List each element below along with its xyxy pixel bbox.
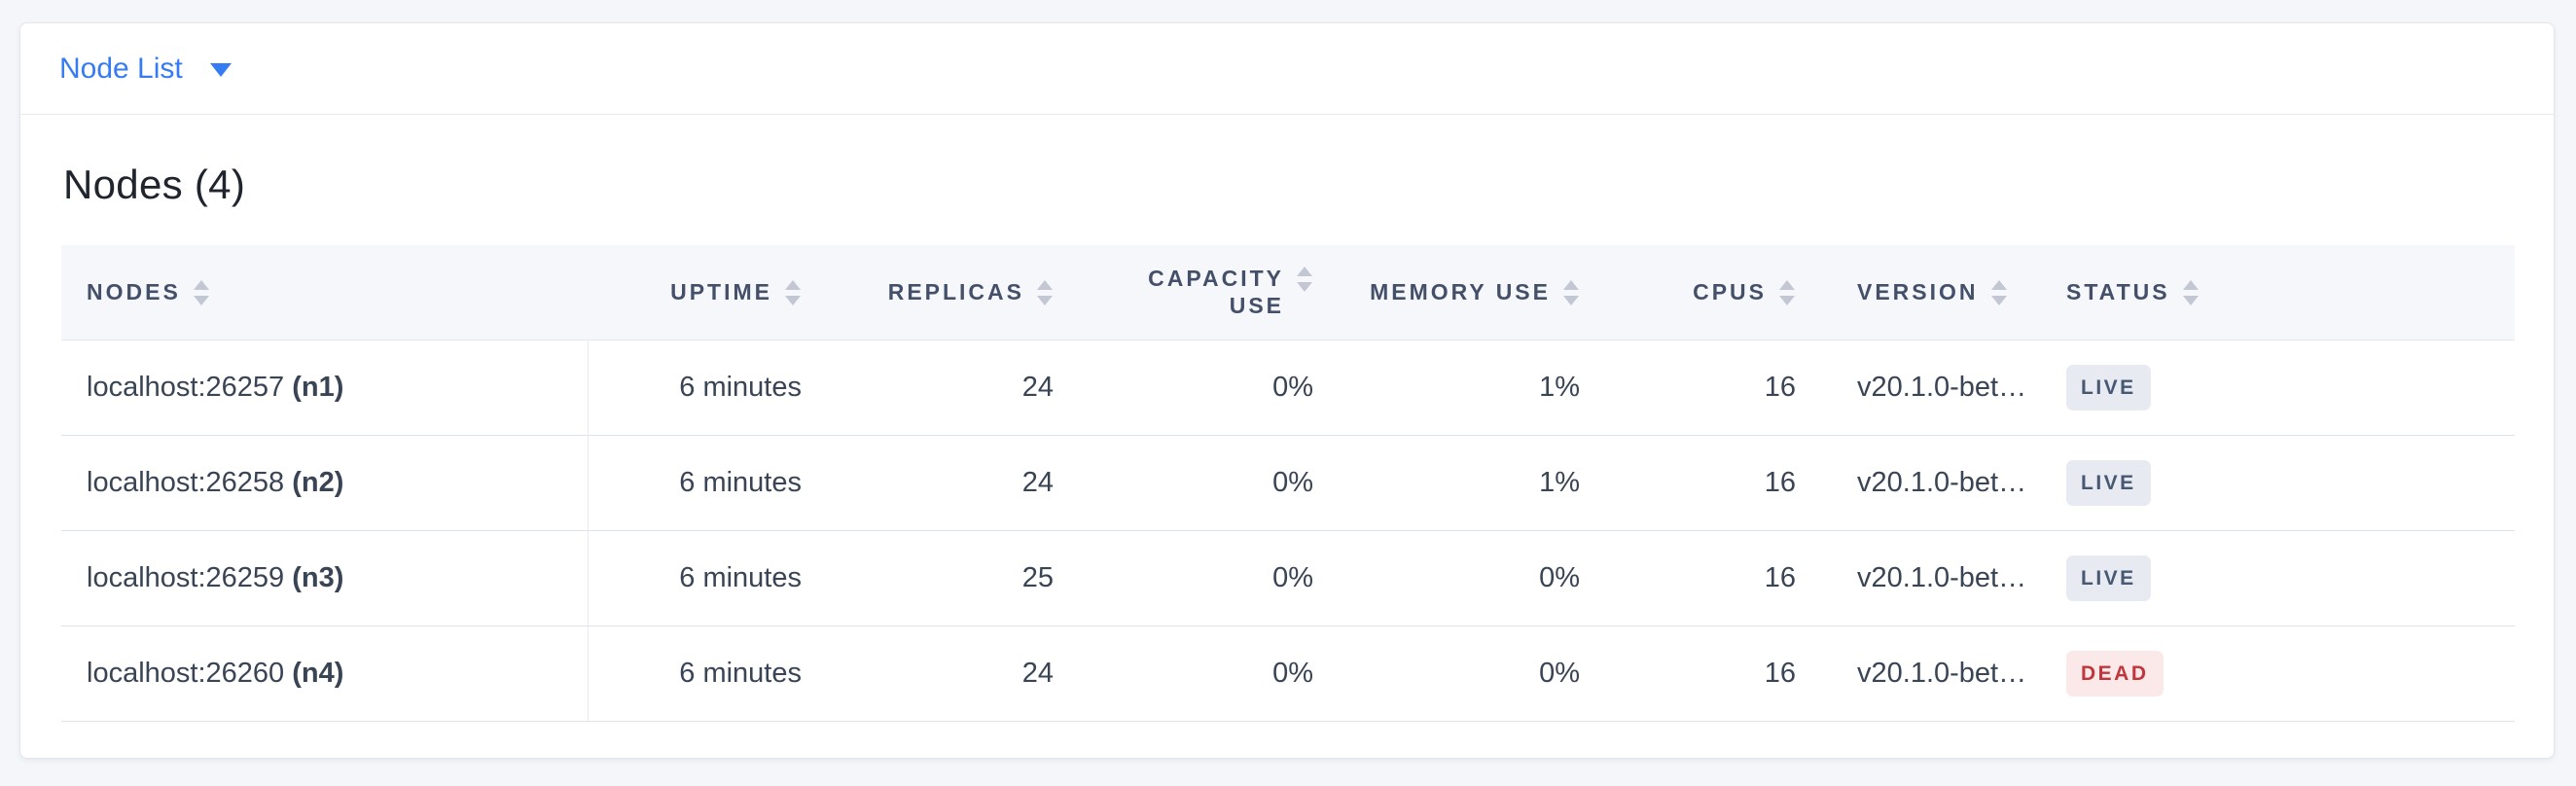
column-label-uptime: UPTIME bbox=[670, 278, 772, 304]
column-header-nodes[interactable]: NODES bbox=[61, 245, 588, 340]
view-toolbar: Node List bbox=[20, 23, 2554, 115]
cell-replicas: 24 bbox=[847, 339, 1095, 436]
node-id: (n2) bbox=[292, 466, 344, 498]
status-badge: LIVE bbox=[2066, 459, 2151, 506]
cell-replicas: 24 bbox=[847, 435, 1095, 531]
sort-arrows-icon bbox=[785, 279, 801, 305]
cell-status: LIVE bbox=[2034, 435, 2515, 531]
column-label-cpus: CPUS bbox=[1693, 278, 1767, 304]
cell-node-address: localhost:26259 (n3) bbox=[61, 530, 589, 626]
cell-node-address: localhost:26260 (n4) bbox=[61, 625, 589, 722]
node-id: (n3) bbox=[292, 561, 344, 593]
column-header-version[interactable]: VERSION bbox=[1825, 245, 2034, 340]
cell-uptime: 6 minutes bbox=[588, 530, 847, 626]
cell-capacity-use: 0% bbox=[1095, 530, 1358, 626]
cell-version: v20.1.0-bet… bbox=[1825, 530, 2034, 626]
node-list-dropdown[interactable]: Node List bbox=[59, 53, 232, 86]
cell-uptime: 6 minutes bbox=[588, 625, 847, 722]
column-label-version: VERSION bbox=[1857, 278, 1979, 304]
node-list-dropdown-label: Node List bbox=[59, 52, 183, 85]
nodes-panel: Nodes (4) NODES UPTIME REPLICAS CAPACITY US… bbox=[20, 161, 2554, 722]
column-label-status: STATUS bbox=[2066, 278, 2170, 304]
node-id: (n4) bbox=[292, 657, 344, 689]
sort-arrows-icon bbox=[1037, 279, 1053, 305]
cell-capacity-use: 0% bbox=[1095, 339, 1358, 436]
status-badge: DEAD bbox=[2066, 650, 2164, 697]
sort-arrows-icon bbox=[1990, 279, 2007, 305]
cell-memory-use: 0% bbox=[1358, 530, 1621, 626]
cell-memory-use: 1% bbox=[1358, 435, 1621, 531]
page-title: Nodes (4) bbox=[63, 161, 246, 207]
caret-down-icon bbox=[209, 63, 232, 77]
cell-node-address: localhost:26257 (n1) bbox=[61, 339, 589, 436]
node-row: localhost:26258 (n2) 6 minutes 24 0% 1% 16 v20… bbox=[61, 435, 2515, 531]
cell-memory-use: 1% bbox=[1358, 339, 1621, 436]
sort-arrows-icon bbox=[1297, 266, 1312, 292]
cell-cpus: 16 bbox=[1621, 339, 1825, 436]
node-row: localhost:26257 (n1) 6 minutes 24 0% 1% 16 v20… bbox=[61, 339, 2515, 436]
cell-status: LIVE bbox=[2034, 530, 2515, 626]
cell-version: v20.1.0-bet… bbox=[1825, 435, 2034, 531]
node-row: localhost:26260 (n4) 6 minutes 24 0% 0% 16 v20… bbox=[61, 625, 2515, 722]
cell-uptime: 6 minutes bbox=[588, 435, 847, 531]
cell-capacity-use: 0% bbox=[1095, 435, 1358, 531]
nodes-table: NODES UPTIME REPLICAS CAPACITY USE MEMORY US… bbox=[61, 245, 2515, 722]
column-label-nodes: NODES bbox=[87, 278, 181, 304]
column-label-memory: MEMORY USE bbox=[1370, 278, 1551, 304]
column-header-uptime[interactable]: UPTIME bbox=[588, 245, 847, 340]
column-header-capacity[interactable]: CAPACITY USE bbox=[1095, 245, 1358, 340]
node-address: localhost:26259 bbox=[87, 561, 293, 593]
status-badge: LIVE bbox=[2066, 554, 2151, 601]
sort-arrows-icon bbox=[1779, 279, 1795, 305]
cell-cpus: 16 bbox=[1621, 625, 1825, 722]
cell-version: v20.1.0-bet… bbox=[1825, 339, 2034, 436]
table-header-row: NODES UPTIME REPLICAS CAPACITY USE MEMORY US… bbox=[61, 245, 2515, 340]
column-header-replicas[interactable]: REPLICAS bbox=[847, 245, 1095, 340]
sort-arrows-icon bbox=[2182, 279, 2199, 305]
cell-version: v20.1.0-bet… bbox=[1825, 625, 2034, 722]
cell-replicas: 24 bbox=[847, 625, 1095, 722]
cell-capacity-use: 0% bbox=[1095, 625, 1358, 722]
cell-cpus: 16 bbox=[1621, 435, 1825, 531]
cell-memory-use: 0% bbox=[1358, 625, 1621, 722]
status-badge: LIVE bbox=[2066, 364, 2151, 411]
column-header-memory[interactable]: MEMORY USE bbox=[1358, 245, 1621, 340]
cell-node-address: localhost:26258 (n2) bbox=[61, 435, 589, 531]
cell-uptime: 6 minutes bbox=[588, 339, 847, 436]
cell-status: LIVE bbox=[2034, 339, 2515, 436]
node-row: localhost:26259 (n3) 6 minutes 25 0% 0% 16 v20… bbox=[61, 530, 2515, 626]
node-id: (n1) bbox=[292, 371, 344, 403]
column-label-replicas: REPLICAS bbox=[887, 278, 1024, 304]
node-address: localhost:26258 bbox=[87, 466, 293, 498]
column-header-status[interactable]: STATUS bbox=[2034, 245, 2515, 340]
nodes-card: Node List Nodes (4) NODES UPTIME REPLICAS C… bbox=[19, 22, 2555, 759]
node-address: localhost:26260 bbox=[87, 657, 293, 689]
sort-arrows-icon bbox=[1563, 279, 1579, 305]
cell-cpus: 16 bbox=[1621, 530, 1825, 626]
node-address: localhost:26257 bbox=[87, 371, 293, 403]
cell-replicas: 25 bbox=[847, 530, 1095, 626]
cell-status: DEAD bbox=[2034, 625, 2515, 722]
column-label-capacity: CAPACITY USE bbox=[1148, 265, 1284, 319]
column-header-cpus[interactable]: CPUS bbox=[1621, 245, 1825, 340]
sort-arrows-icon bbox=[193, 279, 209, 305]
